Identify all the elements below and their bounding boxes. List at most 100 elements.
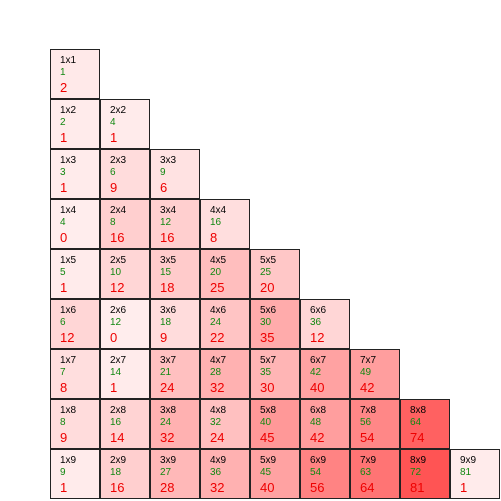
cell-label: 6x8 [310, 405, 327, 416]
grid-cell: 1x9 9 1 [50, 449, 100, 499]
cell-product: 9 [160, 167, 166, 178]
cell-product: 56 [360, 417, 372, 428]
grid-cell: 6x8 48 42 [300, 399, 350, 449]
cell-value: 32 [210, 480, 225, 495]
cell-label: 1x4 [60, 205, 77, 216]
grid-cell: 2x3 6 9 [100, 149, 150, 199]
cell-value: 74 [410, 430, 425, 445]
cell-product: 48 [310, 417, 322, 428]
grid-cell: 5x7 35 30 [250, 349, 300, 399]
grid-cell: 6x9 54 56 [300, 449, 350, 499]
grid-cell: 4x6 24 22 [200, 299, 250, 349]
grid-cell: 7x7 49 42 [350, 349, 400, 399]
cell-label: 3x4 [160, 205, 177, 216]
cell-product: 35 [260, 367, 272, 378]
grid-cell: 7x8 56 54 [350, 399, 400, 449]
cell-label: 7x8 [360, 405, 377, 416]
cell-label: 1x7 [60, 355, 77, 366]
cell-value: 54 [360, 430, 375, 445]
cell-value: 16 [110, 480, 125, 495]
grid-cell: 4x9 36 32 [200, 449, 250, 499]
grid-cell: 2x9 18 16 [100, 449, 150, 499]
cell-product: 72 [410, 467, 422, 478]
cell-value: 16 [110, 230, 125, 245]
cell-label: 2x8 [110, 405, 127, 416]
cell-value: 8 [60, 380, 68, 395]
grid-cell: 3x3 9 6 [150, 149, 200, 199]
grid-cell: 1x5 5 1 [50, 249, 100, 299]
cell-label: 1x9 [60, 455, 77, 466]
cell-product: 18 [160, 317, 172, 328]
cell-label: 1x2 [60, 105, 77, 116]
grid-cell: 6x6 36 12 [300, 299, 350, 349]
cell-value: 81 [410, 480, 425, 495]
cell-value: 32 [210, 380, 225, 395]
cell-product: 24 [210, 317, 222, 328]
cell-label: 4x5 [210, 255, 227, 266]
cell-product: 4 [110, 117, 116, 128]
cell-product: 7 [60, 367, 66, 378]
grid-cell: 9x9 81 1 [450, 449, 500, 499]
cell-value: 12 [60, 330, 75, 345]
cell-label: 3x3 [160, 155, 177, 166]
cell-label: 2x7 [110, 355, 127, 366]
cell-label: 1x8 [60, 405, 77, 416]
grid-cell: 5x5 25 20 [250, 249, 300, 299]
cell-product: 5 [60, 267, 66, 278]
cell-product: 20 [210, 267, 222, 278]
grid-cell: 6x7 42 40 [300, 349, 350, 399]
cell-label: 5x7 [260, 355, 277, 366]
grid-cell: 3x7 21 24 [150, 349, 200, 399]
cell-product: 2 [60, 117, 66, 128]
cell-value: 32 [160, 430, 175, 445]
cell-value: 1 [110, 380, 118, 395]
cell-value: 12 [110, 280, 125, 295]
grid-cell: 1x1 1 2 [50, 49, 100, 99]
cell-value: 1 [60, 480, 68, 495]
grid-cell: 7x9 63 64 [350, 449, 400, 499]
cell-label: 4x4 [210, 205, 227, 216]
cell-product: 9 [60, 467, 66, 478]
cell-value: 64 [360, 480, 375, 495]
grid-cell: 4x7 28 32 [200, 349, 250, 399]
cell-value: 1 [110, 130, 118, 145]
grid-cell: 2x5 10 12 [100, 249, 150, 299]
cell-product: 12 [110, 317, 122, 328]
cell-product: 6 [60, 317, 66, 328]
cell-value: 20 [260, 280, 275, 295]
cell-label: 2x2 [110, 105, 127, 116]
cell-label: 5x9 [260, 455, 277, 466]
cell-product: 4 [60, 217, 66, 228]
cell-product: 28 [210, 367, 222, 378]
cell-value: 2 [60, 80, 68, 95]
grid-cell: 4x8 32 24 [200, 399, 250, 449]
cell-value: 22 [210, 330, 225, 345]
cell-value: 8 [210, 230, 218, 245]
cell-label: 7x7 [360, 355, 377, 366]
cell-product: 8 [60, 417, 66, 428]
cell-label: 5x5 [260, 255, 277, 266]
grid-cell: 1x4 4 0 [50, 199, 100, 249]
cell-product: 30 [260, 317, 272, 328]
grid-cell: 5x6 30 35 [250, 299, 300, 349]
cell-label: 3x9 [160, 455, 177, 466]
cell-product: 36 [310, 317, 322, 328]
cell-product: 63 [360, 467, 372, 478]
cell-label: 6x7 [310, 355, 327, 366]
cell-product: 24 [160, 417, 172, 428]
cell-label: 2x4 [110, 205, 127, 216]
cell-product: 8 [110, 217, 116, 228]
cell-value: 18 [160, 280, 175, 295]
cell-value: 28 [160, 480, 175, 495]
cell-product: 45 [260, 467, 272, 478]
grid-cell: 1x7 7 8 [50, 349, 100, 399]
cell-label: 6x6 [310, 305, 327, 316]
cell-product: 16 [110, 417, 122, 428]
cell-value: 35 [260, 330, 275, 345]
cell-label: 4x8 [210, 405, 227, 416]
cell-product: 3 [60, 167, 66, 178]
cell-product: 6 [110, 167, 116, 178]
cell-label: 4x6 [210, 305, 227, 316]
cell-label: 6x9 [310, 455, 327, 466]
cell-label: 4x9 [210, 455, 227, 466]
